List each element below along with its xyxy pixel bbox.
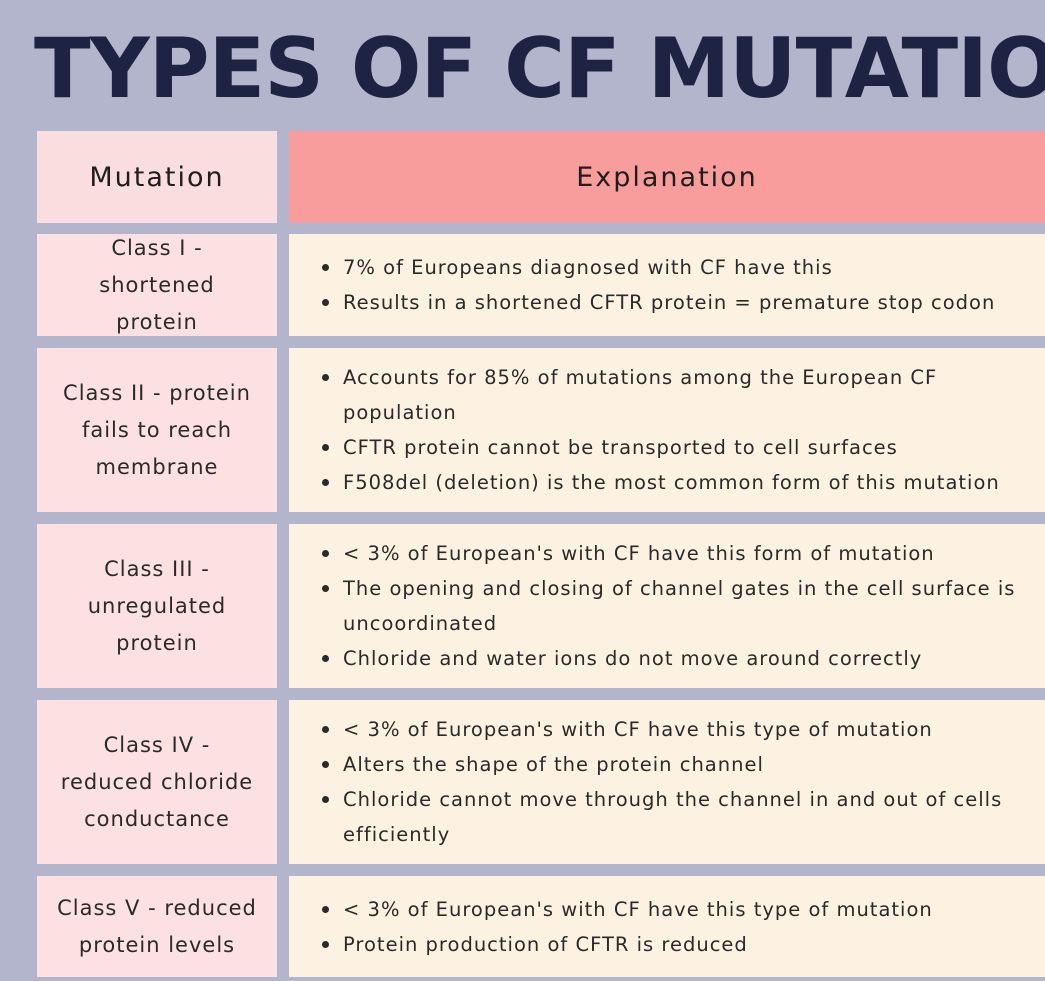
bullet-icon [322, 726, 329, 733]
bullet-icon [322, 585, 329, 592]
bullet-icon [322, 761, 329, 768]
bullet-text: < 3% of European's with CF have this for… [343, 542, 935, 565]
bullet-icon [322, 796, 329, 803]
bullet-item: Accounts for 85% of mutations among the … [313, 360, 1031, 430]
mutation-cell-class-1: Class I - shortened protein [37, 234, 277, 336]
mutation-cell-class-3: Class III - unregulated protein [37, 524, 277, 688]
bullet-item: The opening and closing of channel gates… [313, 571, 1031, 641]
bullet-text: The opening and closing of channel gates… [343, 577, 1016, 635]
bullet-text: Accounts for 85% of mutations among the … [343, 366, 938, 424]
bullet-list: < 3% of European's with CF have this for… [313, 536, 1031, 676]
bullet-item: Protein production of CFTR is reduced [313, 927, 1031, 962]
explanation-cell-class-3: < 3% of European's with CF have this for… [289, 524, 1045, 688]
bullet-text: < 3% of European's with CF have this typ… [343, 718, 933, 741]
bullet-icon [322, 299, 329, 306]
bullet-list: < 3% of European's with CF have this typ… [313, 712, 1031, 852]
bullet-item: F508del (deletion) is the most common fo… [313, 465, 1031, 500]
bullet-icon [322, 264, 329, 271]
page-title: TYPES OF CF MUTATIONS [34, 20, 1045, 117]
mutation-label: Class III - unregulated protein [87, 556, 227, 655]
bullet-item: < 3% of European's with CF have this for… [313, 536, 1031, 571]
header-mutation-label: Mutation [89, 161, 225, 193]
bullet-item: Alters the shape of the protein channel [313, 747, 1031, 782]
mutation-label: Class IV - reduced chloride conductance [60, 732, 254, 831]
bullet-item: Chloride cannot move through the channel… [313, 782, 1031, 852]
mutation-cell-class-2: Class II - protein fails to reach membra… [37, 348, 277, 512]
explanation-cell-class-5: < 3% of European's with CF have this typ… [289, 876, 1045, 977]
bullet-item: 7% of Europeans diagnosed with CF have t… [313, 250, 1031, 285]
bullet-text: 7% of Europeans diagnosed with CF have t… [343, 256, 833, 279]
bullet-list: Accounts for 85% of mutations among the … [313, 360, 1031, 500]
explanation-cell-class-1: 7% of Europeans diagnosed with CF have t… [289, 234, 1045, 336]
bullet-icon [322, 374, 329, 381]
bullet-icon [322, 479, 329, 486]
bullet-list: 7% of Europeans diagnosed with CF have t… [313, 250, 1031, 320]
bullet-icon [322, 655, 329, 662]
mutation-label: Class V - reduced protein levels [57, 895, 257, 957]
bullet-text: Protein production of CFTR is reduced [343, 932, 748, 956]
bullet-text: F508del (deletion) is the most common fo… [343, 471, 1000, 494]
explanation-cell-class-4: < 3% of European's with CF have this typ… [289, 700, 1045, 864]
bullet-icon [322, 550, 329, 557]
bullet-list: < 3% of European's with CF have this typ… [313, 892, 1031, 962]
bullet-item: Chloride and water ions do not move arou… [313, 641, 1031, 676]
bullet-item: CFTR protein cannot be transported to ce… [313, 430, 1031, 465]
bullet-text: Chloride cannot move through the channel… [343, 788, 1003, 846]
bullet-text: CFTR protein cannot be transported to ce… [343, 436, 898, 459]
bullet-icon [322, 905, 329, 913]
bullet-text: Alters the shape of the protein channel [343, 753, 764, 776]
header-explanation: Explanation [289, 131, 1045, 223]
mutation-cell-class-4: Class IV - reduced chloride conductance [37, 700, 277, 864]
header-mutation: Mutation [37, 131, 277, 223]
mutation-label: Class II - protein fails to reach membra… [63, 380, 251, 479]
bullet-text: Results in a shortened CFTR protein = pr… [343, 291, 996, 314]
bullet-text: < 3% of European's with CF have this typ… [343, 897, 933, 921]
bullet-icon [322, 940, 329, 948]
bullet-item: < 3% of European's with CF have this typ… [313, 892, 1031, 927]
mutation-cell-class-5: Class V - reduced protein levels [37, 876, 277, 977]
mutation-label: Class I - shortened protein [99, 235, 215, 334]
bullet-item: Results in a shortened CFTR protein = pr… [313, 285, 1031, 320]
bullet-icon [322, 444, 329, 451]
explanation-cell-class-2: Accounts for 85% of mutations among the … [289, 348, 1045, 512]
header-explanation-label: Explanation [576, 161, 758, 193]
bullet-item: < 3% of European's with CF have this typ… [313, 712, 1031, 747]
bullet-text: Chloride and water ions do not move arou… [343, 647, 923, 670]
